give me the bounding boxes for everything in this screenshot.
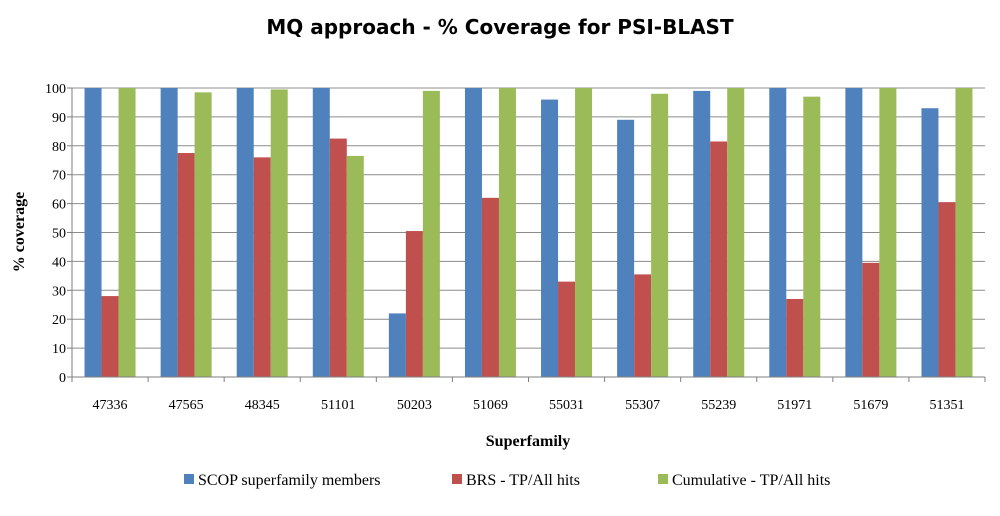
y-tick-labels: 0 10 20 30 40 50 60 70 80 90 100: [45, 82, 66, 386]
x-tick-label: 55239: [701, 398, 736, 413]
y-tick-label: 10: [52, 342, 66, 357]
bar: [346, 155, 364, 377]
bar: [498, 88, 516, 377]
legend-item: Cumulative - TP/All hits: [658, 472, 830, 489]
legend-item: SCOP superfamily members: [184, 472, 381, 489]
chart-title: MQ approach - % Coverage for PSI-BLAST: [266, 15, 734, 39]
bar: [617, 119, 635, 377]
bar: [558, 281, 576, 377]
bar: [575, 88, 593, 377]
legend: SCOP superfamily members BRS - TP/All hit…: [184, 472, 830, 489]
x-tick-label: 50203: [397, 398, 432, 413]
y-tick-label: 50: [52, 227, 66, 242]
bar: [422, 90, 440, 377]
series-0: [84, 88, 939, 377]
x-tick-label: 55031: [549, 398, 584, 413]
legend-label: BRS - TP/All hits: [466, 472, 580, 489]
bar: [464, 88, 482, 377]
bar: [177, 153, 195, 377]
bar: [270, 89, 288, 377]
legend-swatch: [658, 474, 668, 484]
y-tick-label: 90: [52, 111, 66, 126]
bar: [541, 99, 559, 377]
y-tick-label: 20: [52, 313, 66, 328]
x-tick-label: 51971: [777, 398, 812, 413]
bar: [845, 88, 863, 377]
x-axis-label: Superfamily: [486, 433, 570, 450]
bar: [651, 93, 669, 377]
bar: [921, 108, 939, 377]
x-tick-label: 51069: [473, 398, 508, 413]
bar: [634, 274, 652, 377]
bars: [84, 88, 973, 378]
gridlines: [72, 87, 985, 378]
y-tick-label: 80: [52, 140, 66, 155]
y-tick-label: 60: [52, 198, 66, 213]
bar: [329, 138, 347, 377]
bar: [727, 88, 745, 377]
x-tick-label: 47336: [93, 398, 128, 413]
x-tick-label: 51351: [929, 398, 964, 413]
y-tick-label: 40: [52, 255, 66, 270]
bar: [693, 90, 711, 377]
bar: [236, 88, 254, 377]
bar: [938, 202, 956, 377]
bar: [84, 88, 102, 377]
bar: [253, 157, 271, 377]
series-1: [101, 138, 956, 377]
legend-swatch: [452, 474, 462, 484]
legend-label: SCOP superfamily members: [198, 472, 381, 489]
x-tick-labels: 47336 47565 48345 51101 50203 51069 55031 55307…: [93, 398, 965, 413]
x-tick-label: 51679: [853, 398, 888, 413]
y-tick-label: 0: [59, 371, 66, 386]
legend-label: Cumulative - TP/All hits: [672, 472, 830, 489]
bar: [194, 92, 212, 378]
bar: [955, 88, 973, 377]
bar: [710, 141, 728, 377]
axes: [67, 87, 986, 382]
x-tick-label: 48345: [245, 398, 280, 413]
y-axis-label: % coverage: [11, 192, 28, 272]
bar: [879, 88, 897, 377]
bar: [101, 296, 119, 377]
bar: [803, 96, 821, 378]
bar: [786, 298, 804, 377]
y-tick-label: 30: [52, 284, 66, 299]
bar: [481, 197, 499, 377]
x-tick-label: 47565: [169, 398, 204, 413]
bar: [160, 88, 178, 377]
bar: [118, 88, 136, 377]
bar: [769, 88, 787, 377]
x-tick-label: 51101: [321, 398, 355, 413]
x-tick-label: 55307: [625, 398, 660, 413]
y-tick-label: 70: [52, 169, 66, 184]
bar: [312, 88, 330, 377]
bar: [388, 313, 406, 377]
legend-swatch: [184, 474, 194, 484]
bar: [862, 262, 880, 377]
y-tick-label: 100: [45, 82, 66, 97]
bar: [405, 231, 423, 377]
legend-item: BRS - TP/All hits: [452, 472, 580, 489]
series-2: [118, 88, 973, 378]
